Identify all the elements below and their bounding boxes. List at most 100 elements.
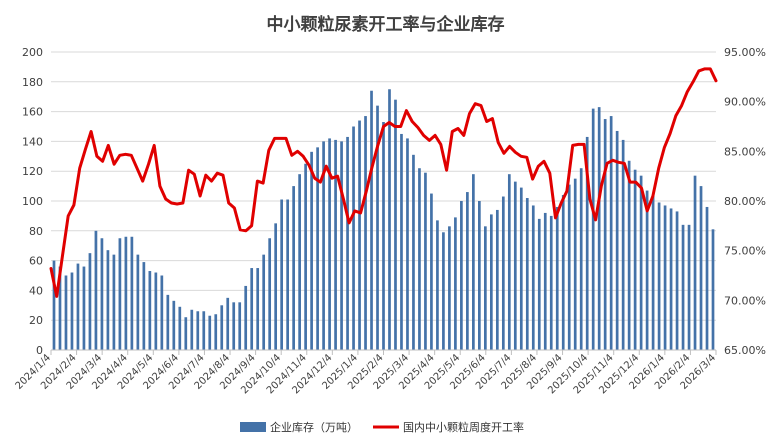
chart-title: 中小颗粒尿素开工率与企业库存 bbox=[266, 15, 505, 35]
bar bbox=[573, 178, 577, 350]
bar bbox=[442, 232, 445, 350]
left-axis-tick-label: 140 bbox=[22, 135, 43, 148]
bar bbox=[100, 238, 104, 350]
bar bbox=[424, 172, 427, 350]
bar bbox=[711, 229, 715, 350]
bar bbox=[567, 184, 571, 350]
bar bbox=[130, 236, 134, 350]
bar bbox=[82, 266, 86, 350]
bar bbox=[693, 175, 697, 350]
bar bbox=[585, 136, 589, 350]
bar bbox=[400, 133, 403, 350]
bar bbox=[322, 141, 325, 350]
right-axis-tick-label: 70.00% bbox=[724, 294, 766, 307]
right-axis-tick-label: 95.00% bbox=[724, 46, 766, 59]
bar bbox=[394, 99, 397, 351]
right-axis-tick-label: 85.00% bbox=[724, 145, 766, 158]
bar bbox=[280, 199, 284, 350]
bar bbox=[166, 294, 170, 350]
bar bbox=[256, 268, 260, 350]
bar bbox=[489, 214, 493, 350]
left-axis-tick-label: 180 bbox=[22, 76, 43, 89]
bar bbox=[561, 195, 565, 350]
bar bbox=[106, 250, 110, 350]
bar bbox=[148, 271, 152, 350]
bar bbox=[364, 116, 367, 350]
bar bbox=[226, 297, 230, 350]
legend-line-label: 国内中小颗粒周度开工率 bbox=[403, 420, 524, 434]
bar bbox=[340, 141, 343, 350]
bar bbox=[220, 305, 224, 350]
bar bbox=[627, 160, 631, 350]
bar bbox=[328, 138, 331, 350]
bar bbox=[178, 306, 182, 350]
left-axis-tick-label: 200 bbox=[22, 46, 43, 59]
bar bbox=[412, 154, 415, 350]
left-axis-tick-label: 160 bbox=[22, 106, 43, 119]
bar bbox=[549, 215, 553, 350]
bar bbox=[58, 266, 62, 350]
bar bbox=[298, 174, 301, 350]
bar bbox=[472, 174, 475, 350]
bar bbox=[388, 89, 391, 350]
bar bbox=[663, 205, 667, 350]
left-axis-tick-label: 0 bbox=[36, 344, 43, 357]
left-axis-tick-label: 100 bbox=[22, 195, 43, 208]
bar bbox=[537, 218, 541, 350]
bar bbox=[184, 317, 188, 350]
bar bbox=[495, 209, 499, 350]
bar bbox=[639, 175, 643, 350]
bar bbox=[460, 201, 463, 350]
bar bbox=[88, 253, 92, 350]
bar bbox=[603, 119, 607, 350]
bar bbox=[202, 311, 206, 350]
bar bbox=[64, 275, 68, 350]
bar bbox=[382, 122, 385, 350]
bar bbox=[136, 254, 140, 350]
bar bbox=[112, 254, 116, 350]
bar bbox=[52, 260, 56, 350]
bar bbox=[615, 130, 619, 350]
bar bbox=[519, 187, 523, 350]
bar bbox=[657, 202, 661, 350]
bar bbox=[262, 254, 266, 350]
bar bbox=[208, 315, 212, 350]
bar bbox=[687, 224, 691, 350]
bar bbox=[448, 226, 451, 350]
bar bbox=[142, 262, 146, 350]
bar bbox=[406, 138, 409, 350]
bar bbox=[190, 309, 194, 350]
left-axis-tick-label: 60 bbox=[29, 255, 43, 268]
left-axis-tick-label: 120 bbox=[22, 165, 43, 178]
bar bbox=[681, 224, 685, 350]
legend-bar-label: 企业库存（万吨） bbox=[270, 420, 358, 434]
bar bbox=[154, 272, 158, 350]
bar bbox=[501, 196, 505, 350]
bar bbox=[70, 272, 74, 350]
bar bbox=[513, 181, 517, 350]
bar bbox=[483, 226, 487, 350]
bar bbox=[621, 139, 625, 350]
legend-bar-swatch bbox=[240, 422, 266, 432]
bar bbox=[669, 208, 673, 350]
bar bbox=[160, 275, 164, 350]
bar bbox=[454, 217, 457, 350]
bar bbox=[597, 107, 601, 350]
bar bbox=[76, 263, 80, 350]
bar bbox=[268, 238, 272, 350]
bar bbox=[292, 186, 295, 350]
right-axis-tick-label: 65.00% bbox=[724, 344, 766, 357]
bar bbox=[633, 169, 637, 350]
bar bbox=[250, 268, 254, 350]
bar bbox=[358, 120, 361, 350]
bar bbox=[346, 136, 349, 350]
bar bbox=[238, 302, 242, 350]
bar bbox=[370, 90, 373, 351]
bar bbox=[531, 205, 535, 350]
left-axis-tick-label: 20 bbox=[29, 314, 43, 327]
right-axis-tick-label: 80.00% bbox=[724, 195, 766, 208]
bar bbox=[118, 238, 122, 350]
bar bbox=[478, 201, 481, 350]
bar bbox=[310, 151, 313, 350]
